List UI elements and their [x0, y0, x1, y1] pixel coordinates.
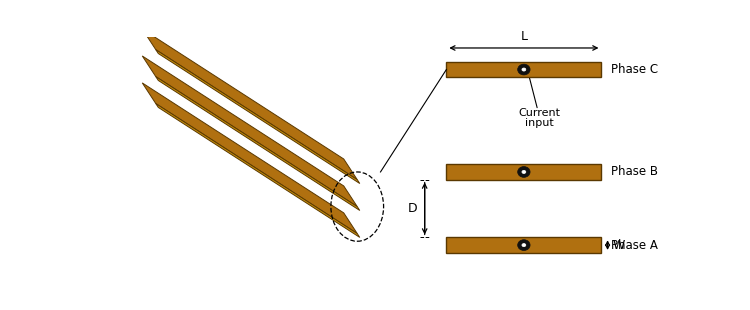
Bar [446, 164, 602, 180]
Polygon shape [142, 83, 357, 233]
Ellipse shape [518, 166, 530, 177]
Ellipse shape [522, 68, 526, 71]
Polygon shape [142, 56, 357, 206]
Polygon shape [156, 77, 360, 210]
Text: D: D [407, 202, 417, 215]
Bar [446, 62, 602, 77]
Ellipse shape [518, 64, 530, 75]
Text: Current: Current [518, 108, 560, 118]
Text: W: W [612, 239, 625, 252]
Polygon shape [156, 50, 360, 184]
Ellipse shape [522, 170, 526, 174]
Polygon shape [142, 29, 357, 180]
Bar [446, 237, 602, 253]
Ellipse shape [518, 240, 530, 250]
Text: Phase A: Phase A [610, 239, 658, 252]
Ellipse shape [522, 244, 526, 247]
Polygon shape [156, 104, 360, 237]
Text: L: L [520, 30, 527, 43]
Text: Phase C: Phase C [610, 63, 658, 76]
Text: input: input [525, 118, 554, 128]
Text: Phase B: Phase B [610, 166, 658, 179]
